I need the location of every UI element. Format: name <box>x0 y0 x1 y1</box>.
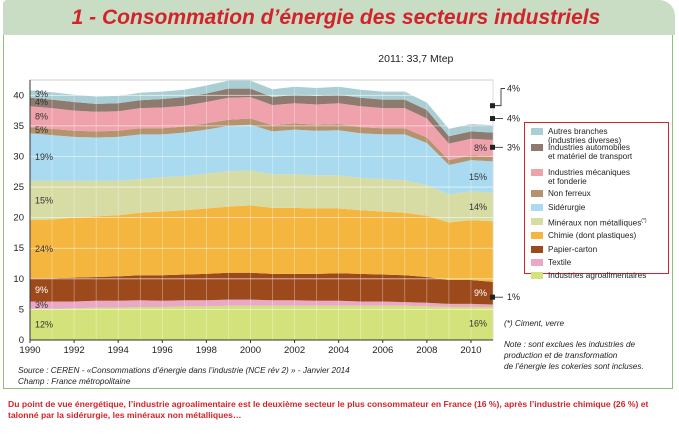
callout-marker-8 <box>490 116 495 122</box>
legend-swatch <box>531 259 543 266</box>
label-1990-7: 8% <box>35 112 48 122</box>
y-tick-label-5: 5 <box>19 304 24 315</box>
legend-swatch <box>531 246 543 253</box>
legend-item: Industries automobiles et matériel de tra… <box>531 143 632 161</box>
label-2011-2: 9% <box>474 288 487 298</box>
legend-item: Minéraux non métalliques(*) <box>531 217 647 228</box>
y-tick-label-0: 0 <box>19 335 24 346</box>
legend-label: Non ferreux <box>548 189 591 198</box>
legend-swatch <box>531 272 543 279</box>
legend: Autres branches (industries diverses) Indu… <box>524 122 669 280</box>
legend-label: Papier-carton <box>548 245 598 254</box>
legend-item: Chimie (dont plastiques) <box>531 231 636 240</box>
callout-line-9 <box>495 88 505 107</box>
callout-marker-1 <box>490 294 495 300</box>
x-tick-label-1996: 1996 <box>152 345 173 356</box>
legend-swatch <box>531 232 543 239</box>
callout-marker-6 <box>490 144 495 150</box>
area-1 <box>30 299 493 309</box>
label-1990-5: 19% <box>35 152 53 162</box>
x-tick-label-1990: 1990 <box>19 345 40 356</box>
legend-swatch <box>531 204 543 211</box>
legend-item: Papier-carton <box>531 245 597 254</box>
label-1990-1: 3% <box>35 300 48 310</box>
page-title: 1 - Consommation d’énergie des secteurs … <box>71 6 601 29</box>
y-tick-label-40: 40 <box>13 90 24 101</box>
label-2011-5: 15% <box>469 172 487 182</box>
x-tick-label-2004: 2004 <box>328 345 349 356</box>
x-tick-label-1994: 1994 <box>108 345 129 356</box>
area-6 <box>30 118 493 165</box>
label-1990-8: 4% <box>35 97 48 107</box>
area-3 <box>30 205 493 282</box>
legend-swatch <box>531 218 543 225</box>
legend-swatch <box>531 128 543 135</box>
callout-label-1: 1% <box>507 292 520 302</box>
area-0 <box>30 305 493 340</box>
label-1990-0: 12% <box>35 319 53 329</box>
callout-label-6: 3% <box>507 142 520 152</box>
title-banner <box>3 0 675 35</box>
note-line-2: production et de transformation <box>504 351 618 360</box>
legend-label: Chimie (dont plastiques) <box>548 231 637 240</box>
y-tick-label-10: 10 <box>13 274 24 285</box>
note-line-3: de l’énergie les cokeries sont incluses. <box>504 362 644 371</box>
y-tick-label-35: 35 <box>13 121 24 132</box>
legend-item: Non ferreux <box>531 189 591 198</box>
legend-label: Minéraux non métalliques(*) <box>548 218 647 228</box>
footnote: (*) Ciment, verre <box>504 319 565 328</box>
y-tick-label-15: 15 <box>13 243 24 254</box>
y-tick-label-25: 25 <box>13 182 24 193</box>
callout-label-8: 4% <box>507 114 520 124</box>
legend-label: Industries agroalimentaires <box>548 271 647 280</box>
legend-swatch <box>531 144 543 151</box>
source-line: Source : CEREN - «Consommations d’énergi… <box>18 366 350 375</box>
x-tick-label-2006: 2006 <box>372 345 393 356</box>
label-2011-0: 16% <box>469 318 487 328</box>
legend-label: Autres branches (industries diverses) <box>548 127 622 145</box>
label-1990-2: 9% <box>35 285 48 295</box>
label-1990-3: 24% <box>35 244 53 254</box>
legend-item: Industries mécaniques et fonderie <box>531 168 630 186</box>
legend-swatch <box>531 190 543 197</box>
area-2 <box>30 272 493 305</box>
legend-item: Textile <box>531 258 571 267</box>
x-tick-label-2000: 2000 <box>240 345 261 356</box>
area-5 <box>30 124 493 195</box>
label-1990-9: 3% <box>35 89 48 99</box>
area-7 <box>30 97 493 161</box>
conclusion-text: Du point de vue énergétique, l’industrie… <box>8 399 649 420</box>
label-1990-6: 5% <box>35 125 48 135</box>
legend-label: Sidérurgie <box>548 203 586 212</box>
callout-label-9: 4% <box>507 84 520 94</box>
legend-item: Autres branches (industries diverses) <box>531 127 621 145</box>
x-tick-label-2010: 2010 <box>460 345 481 356</box>
x-tick-label-1992: 1992 <box>64 345 85 356</box>
area-4 <box>30 170 493 223</box>
legend-label: Industries mécaniques et fonderie <box>548 168 630 186</box>
content-frame <box>3 35 673 389</box>
legend-item: Sidérurgie <box>531 203 585 212</box>
x-tick-label-2008: 2008 <box>416 345 437 356</box>
label-1990-4: 15% <box>35 196 53 206</box>
label-2011-7: 8% <box>474 143 487 153</box>
note-line-1: Note : sont exclues les industries de <box>504 340 636 349</box>
x-tick-label-2002: 2002 <box>284 345 305 356</box>
area-8 <box>30 88 493 144</box>
legend-label: Textile <box>548 258 572 267</box>
legend-item: Industries agroalimentaires <box>531 271 646 280</box>
legend-swatch <box>531 169 543 176</box>
y-tick-label-20: 20 <box>13 213 24 224</box>
total-annotation: 2011: 33,7 Mtep <box>378 53 453 65</box>
x-tick-label-1998: 1998 <box>196 345 217 356</box>
callout-marker-9 <box>490 103 495 109</box>
area-9 <box>30 80 493 137</box>
label-2011-4: 14% <box>469 202 487 212</box>
scope-line: Champ : France métropolitaine <box>18 377 131 386</box>
legend-label: Industries automobiles et matériel de tra… <box>548 143 633 161</box>
y-tick-label-30: 30 <box>13 151 24 162</box>
